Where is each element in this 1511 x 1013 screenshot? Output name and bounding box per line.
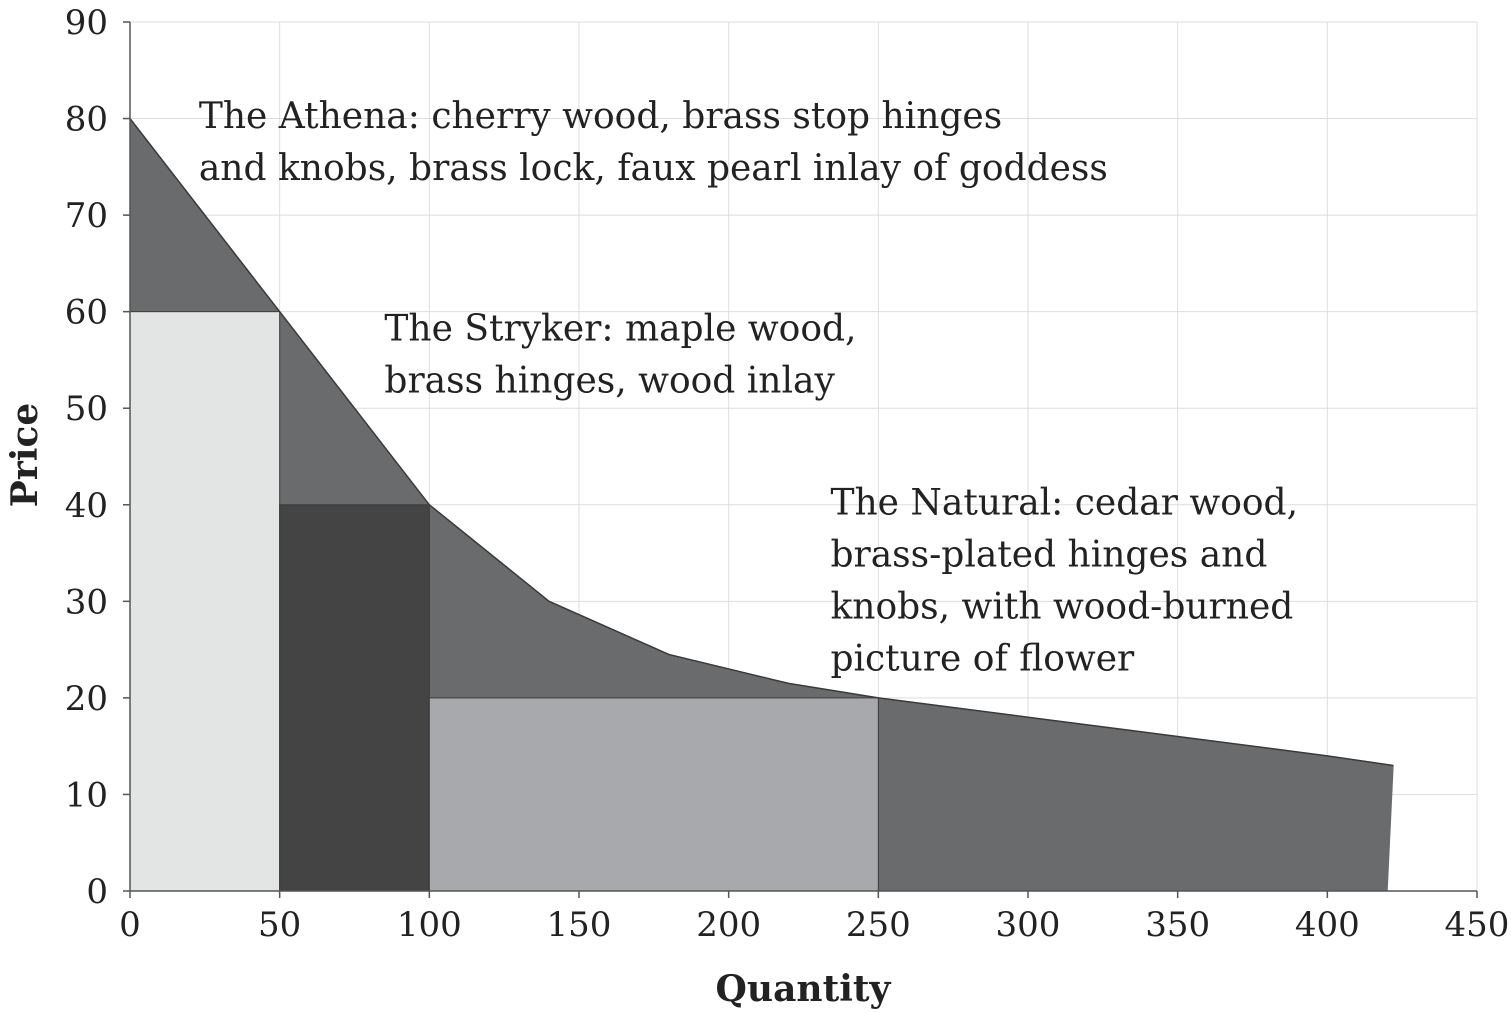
price-block-1	[129, 311, 281, 892]
y-tick-label: 10	[65, 775, 108, 815]
y-tick-label: 80	[65, 100, 108, 140]
x-tick-label: 450	[1445, 905, 1510, 945]
demand-curve-line	[129, 118, 1394, 767]
x-tick-label: 200	[696, 905, 761, 945]
annotation-1: The Athena: cherry wood, brass stop hing…	[199, 96, 1108, 189]
y-tick-label: 0	[86, 872, 108, 912]
annotation-3: The Natural: cedar wood, brass-plated hin…	[830, 482, 1298, 679]
y-tick-label: 50	[65, 389, 108, 429]
annotation-line: The Athena: cherry wood, brass stop hing…	[199, 96, 1002, 137]
annotation-line: and knobs, brass lock, faux pearl inlay …	[199, 148, 1108, 189]
y-axis-label: Price	[4, 403, 46, 508]
x-tick-label: 250	[846, 905, 911, 945]
annotation-line: The Stryker: maple wood,	[384, 309, 856, 350]
x-tick-label: 400	[1295, 905, 1360, 945]
x-axis-label: Quantity	[716, 968, 892, 1010]
x-tick-label: 300	[996, 905, 1061, 945]
axes	[123, 21, 1478, 898]
annotations: The Athena: cherry wood, brass stop hing…	[199, 96, 1298, 679]
y-tick-label: 40	[65, 486, 108, 526]
annotation-line: brass hinges, wood inlay	[384, 361, 835, 402]
y-tick-label: 60	[65, 293, 108, 333]
x-tick-label: 100	[397, 905, 462, 945]
price-block-3	[428, 697, 879, 892]
annotation-line: picture of flower	[830, 638, 1135, 679]
x-tick-label: 50	[258, 905, 301, 945]
annotation-line: The Natural: cedar wood,	[830, 482, 1298, 523]
annotation-line: brass-plated hinges and	[830, 534, 1267, 575]
y-tick-label: 30	[65, 582, 108, 622]
annotation-2: The Stryker: maple wood, brass hinges, wo…	[384, 309, 856, 402]
annotation-line: knobs, with wood-burned	[830, 586, 1293, 627]
price-block-2	[279, 504, 430, 892]
x-tick-label: 150	[547, 905, 612, 945]
x-tick-label: 350	[1145, 905, 1210, 945]
chart-areas	[129, 117, 1394, 892]
x-tick-label: 0	[119, 905, 141, 945]
y-tick-label: 20	[65, 679, 108, 719]
y-tick-labels: 0 10 20 30 40 50 60 70 80 90	[65, 3, 108, 912]
y-tick-label: 70	[65, 196, 108, 236]
y-tick-label: 90	[65, 3, 108, 43]
x-tick-labels: 0 50 100 150 200 250 300 350 400 450	[119, 905, 1509, 945]
